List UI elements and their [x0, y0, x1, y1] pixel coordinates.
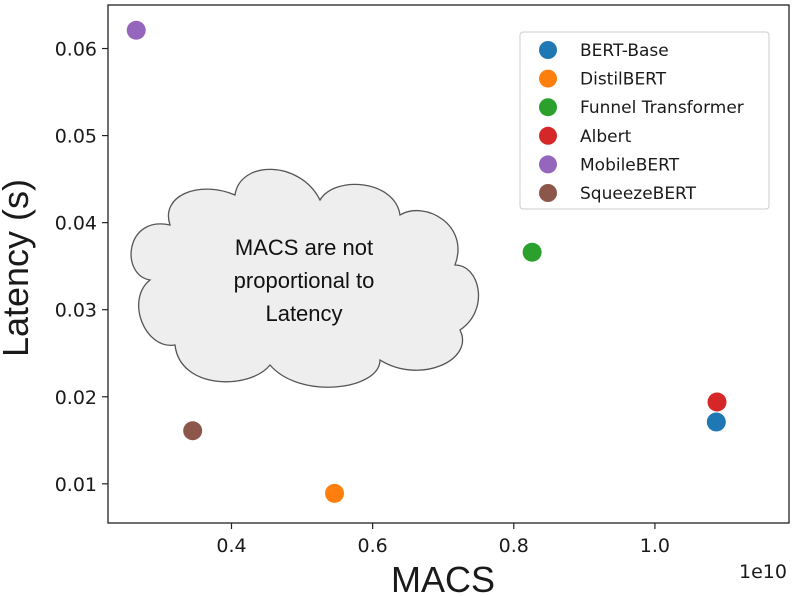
y-tick-label: 0.06 [55, 39, 97, 61]
y-axis-label: Latency (s) [0, 179, 36, 357]
cloud-shape [130, 168, 480, 388]
y-tick-label: 0.01 [55, 474, 97, 496]
legend: BERT-Base DistilBERT Funnel Transformer Alb… [519, 31, 770, 210]
legend-marker [539, 155, 557, 174]
scatter-point-mobilebert [126, 20, 146, 40]
cloud-text-line-2: proportional to [234, 268, 375, 293]
y-tick-label: 0.05 [55, 126, 97, 148]
scatter-point-bert-base [706, 412, 726, 432]
legend-label: Funnel Transformer [580, 98, 744, 118]
legend-label: Albert [580, 127, 632, 147]
y-tick-label: 0.04 [55, 213, 97, 235]
legend-label: BERT-Base [580, 41, 669, 61]
x-axis-offset-label: 1e10 [739, 561, 787, 583]
scatter-point-funnel-transformer [522, 242, 542, 262]
legend-marker [539, 41, 557, 59]
x-axis-label: MACS [391, 559, 495, 597]
legend-marker [539, 126, 557, 145]
legend-label: DistilBERT [580, 70, 667, 90]
scatter-point-distilbert [325, 483, 345, 503]
legend-label: MobileBERT [580, 155, 680, 175]
axis-ticks: 0.4 0.6 0.8 1.0 0.01 0.02 0.03 0.04 0.05 0.06 [55, 39, 670, 557]
legend-label: SqueezeBERT [580, 184, 697, 204]
x-tick-label: 0.8 [499, 535, 529, 557]
scatter-points [126, 20, 727, 503]
cloud-annotation: MACS are not proportional to Latency [130, 168, 480, 388]
cloud-text-line-3: Latency [265, 301, 342, 326]
x-tick-label: 1.0 [640, 535, 670, 557]
cloud-text-line-1: MACS are not [235, 235, 373, 260]
scatter-point-squeezebert [183, 421, 203, 441]
y-tick-label: 0.02 [55, 387, 97, 409]
scatter-point-albert [707, 392, 727, 412]
y-tick-label: 0.03 [55, 300, 97, 322]
legend-marker [539, 184, 557, 202]
x-tick-label: 0.6 [358, 535, 388, 557]
legend-marker [539, 98, 557, 117]
legend-box [519, 31, 770, 210]
legend-items: BERT-Base DistilBERT Funnel Transformer Alb… [539, 41, 744, 204]
legend-marker [539, 69, 557, 88]
x-tick-label: 0.4 [216, 535, 246, 557]
